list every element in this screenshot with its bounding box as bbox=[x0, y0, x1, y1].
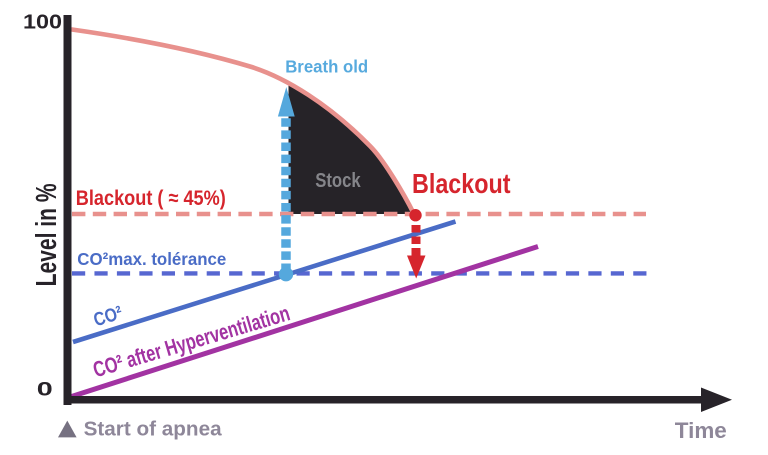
svg-text:Level in %: Level in % bbox=[31, 183, 63, 286]
svg-text:CO²max. tolérance: CO²max. tolérance bbox=[77, 249, 226, 269]
svg-text:Start of apnea: Start of apnea bbox=[84, 418, 223, 440]
svg-text:Stock: Stock bbox=[315, 170, 361, 192]
svg-text:Blackout: Blackout bbox=[412, 168, 511, 199]
svg-text:Blackout ( ≈ 45%): Blackout ( ≈ 45%) bbox=[76, 186, 226, 210]
svg-text:Time: Time bbox=[675, 418, 727, 443]
svg-text:Breath old: Breath old bbox=[285, 56, 368, 76]
svg-text:100: 100 bbox=[23, 11, 62, 34]
svg-text:0: 0 bbox=[37, 379, 53, 401]
